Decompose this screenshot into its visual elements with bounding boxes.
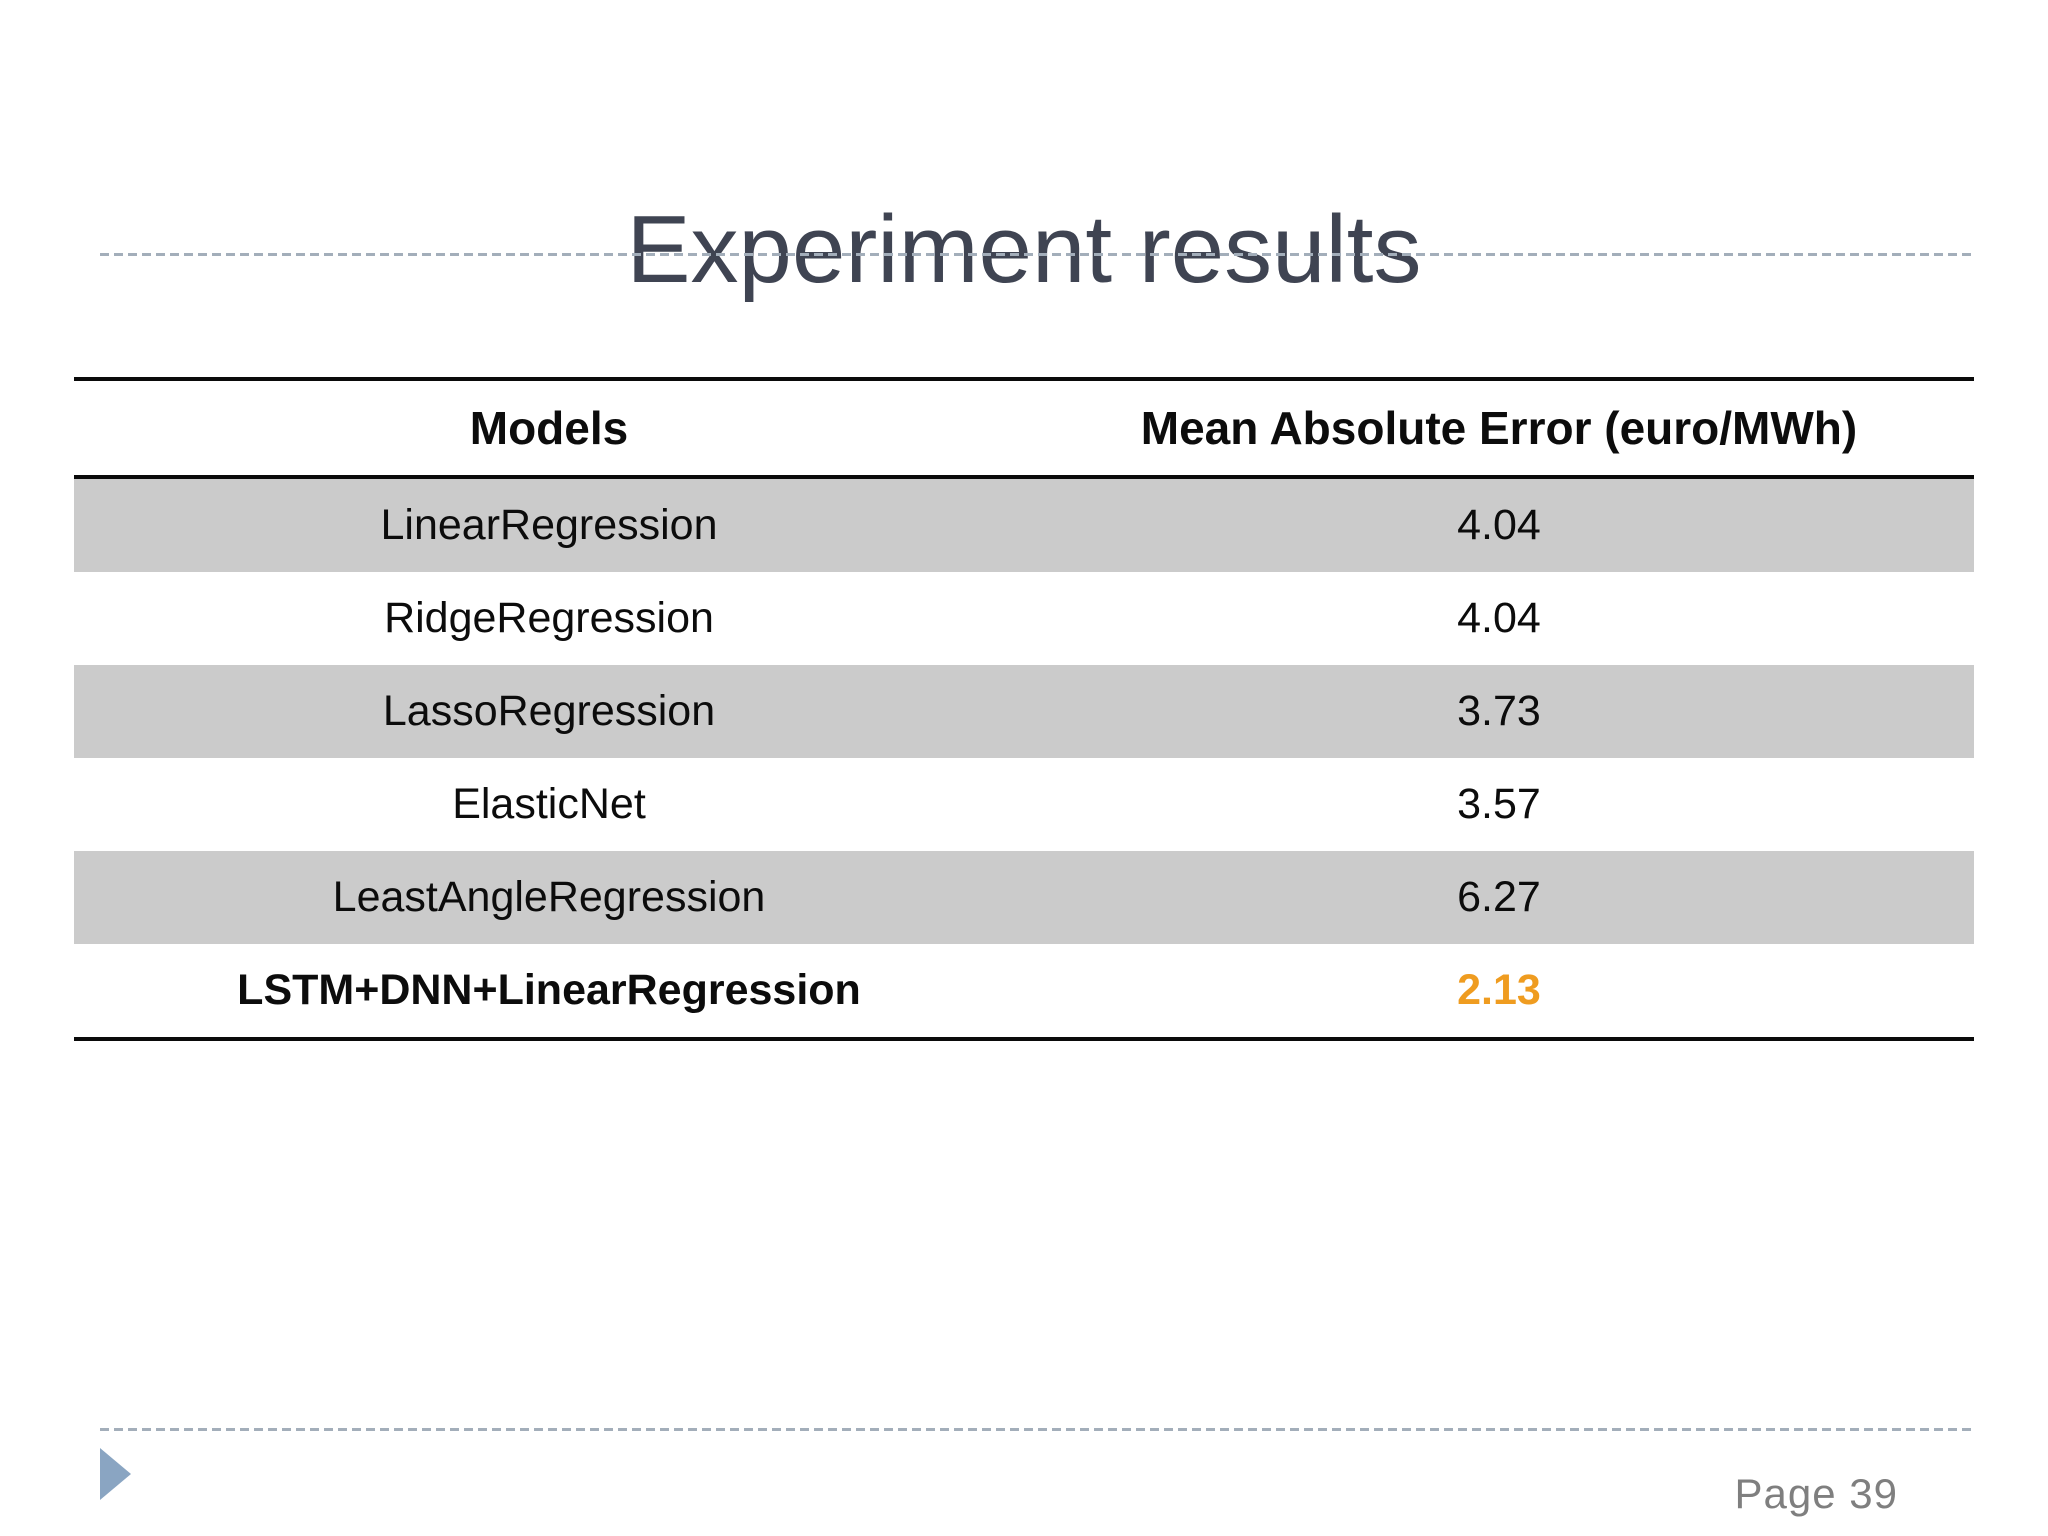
mae-value-cell: 6.27 (1457, 872, 1541, 921)
column-header-models: Models (469, 401, 629, 454)
model-name-cell: LassoRegression (382, 686, 716, 735)
mae-value-cell: 2.13 (1457, 965, 1541, 1014)
model-name-cell: LeastAngleRegression (332, 872, 766, 921)
table-row: LassoRegression 3.73 (74, 665, 1974, 758)
table-row: LeastAngleRegression 6.27 (74, 851, 1974, 944)
triangle-bullet-icon (100, 1448, 131, 1500)
results-table: Models Mean Absolute Error (euro/MWh) Li… (74, 377, 1974, 1041)
table-header-row: Models Mean Absolute Error (euro/MWh) (74, 381, 1974, 479)
table-row: LinearRegression 4.04 (74, 479, 1974, 572)
page-number: Page 39 (1734, 1470, 1898, 1517)
table-row-best-model: LSTM+DNN+LinearRegression 2.13 (74, 944, 1974, 1037)
model-name-cell: RidgeRegression (384, 593, 714, 642)
mae-value-cell: 3.57 (1457, 779, 1541, 828)
column-header-mae: Mean Absolute Error (euro/MWh) (1140, 401, 1858, 454)
top-divider (100, 253, 1975, 256)
bottom-divider (100, 1428, 1975, 1431)
table-row: ElasticNet 3.57 (74, 758, 1974, 851)
mae-value-cell: 3.73 (1457, 686, 1541, 735)
model-name-cell: LinearRegression (380, 500, 718, 549)
model-name-cell: LSTM+DNN+LinearRegression (237, 965, 861, 1014)
page-title: Experiment results (626, 196, 1422, 304)
mae-value-cell: 4.04 (1457, 593, 1541, 642)
table-row: RidgeRegression 4.04 (74, 572, 1974, 665)
mae-value-cell: 4.04 (1457, 500, 1541, 549)
model-name-cell: ElasticNet (452, 779, 646, 828)
